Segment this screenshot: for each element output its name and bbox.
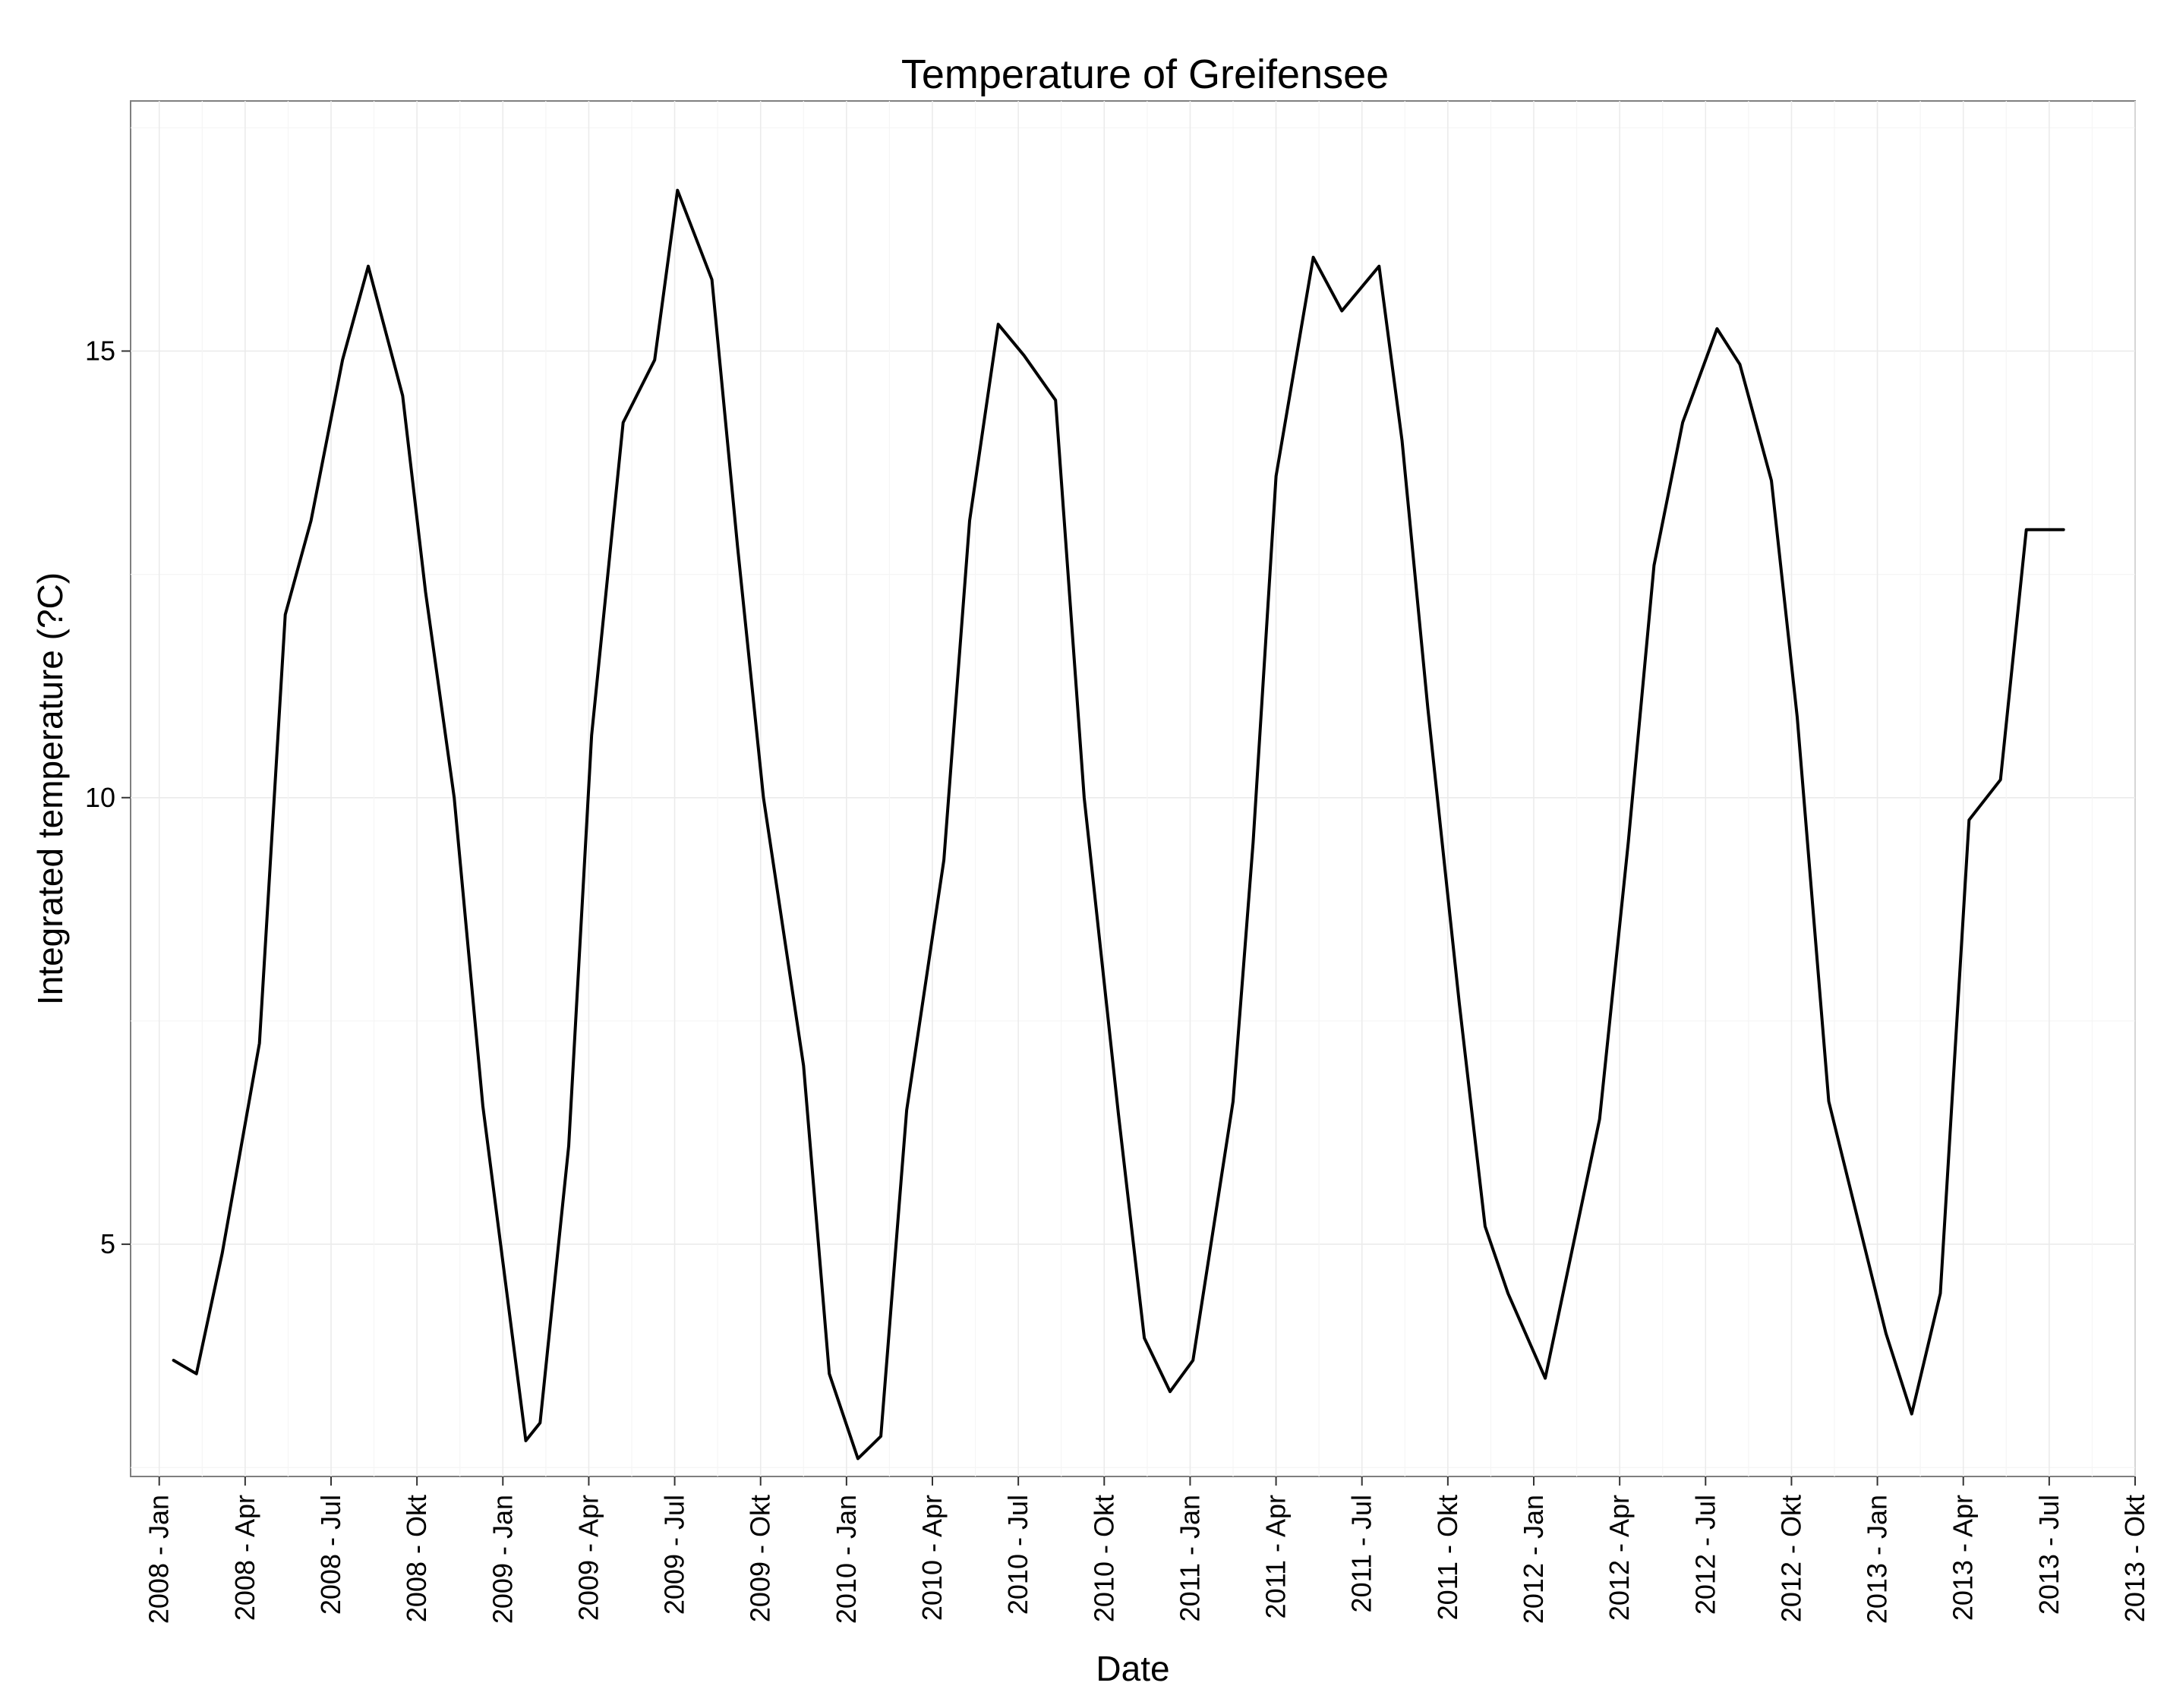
x-tick-label: 2011 - Jul xyxy=(1346,1495,1377,1612)
chart-title: Temperature of Greifensee xyxy=(901,52,1389,97)
x-tick-label: 2008 - Jul xyxy=(315,1495,346,1615)
x-axis-tick-labels: 2008 - Jan 2008 - Apr 2008 - Jul 2008 - Okt… xyxy=(144,1495,2150,1624)
x-tick-label: 2009 - Apr xyxy=(573,1495,604,1621)
x-tick-label: 2013 - Apr xyxy=(1948,1495,1979,1621)
x-axis-title: Date xyxy=(1096,1649,1169,1688)
x-tick-label: 2009 - Okt xyxy=(745,1495,776,1622)
x-tick-label: 2008 - Apr xyxy=(229,1495,260,1621)
x-tick-label: 2010 - Apr xyxy=(916,1495,948,1621)
y-axis-tick-labels: 5 10 15 xyxy=(85,335,115,1259)
x-tick-label: 2011 - Okt xyxy=(1432,1495,1463,1620)
gridlines xyxy=(131,101,2136,1476)
x-tick-label: 2012 - Apr xyxy=(1604,1495,1635,1621)
x-tick-label: 2011 - Jan xyxy=(1174,1495,1205,1621)
x-tick-label: 2010 - Jul xyxy=(1002,1495,1033,1615)
series-line-integrated-temperature xyxy=(172,188,2065,1461)
x-tick-label: 2012 - Jul xyxy=(1689,1495,1721,1615)
x-tick-label: 2013 - Jul xyxy=(2033,1495,2064,1615)
y-axis-title: Integrated temperature (?C) xyxy=(30,572,70,1005)
x-tick-label: 2011 - Apr xyxy=(1260,1495,1292,1618)
x-tick-label: 2013 - Okt xyxy=(2119,1495,2150,1622)
x-tick-label: 2013 - Jan xyxy=(1862,1495,1893,1624)
x-tick-label: 2009 - Jan xyxy=(487,1495,518,1624)
x-tick-label: 2012 - Jan xyxy=(1518,1495,1549,1624)
x-tick-label: 2008 - Jan xyxy=(144,1495,175,1624)
x-tick-label: 2012 - Okt xyxy=(1775,1495,1806,1622)
axis-ticks xyxy=(121,350,2136,1486)
x-tick-label: 2009 - Jul xyxy=(659,1495,690,1615)
y-tick-label: 15 xyxy=(85,335,115,366)
y-tick-label: 10 xyxy=(85,782,115,813)
x-tick-label: 2010 - Okt xyxy=(1088,1495,1119,1622)
y-tick-label: 5 xyxy=(100,1228,115,1259)
x-tick-label: 2010 - Jan xyxy=(831,1495,862,1624)
x-tick-label: 2008 - Okt xyxy=(401,1495,432,1622)
